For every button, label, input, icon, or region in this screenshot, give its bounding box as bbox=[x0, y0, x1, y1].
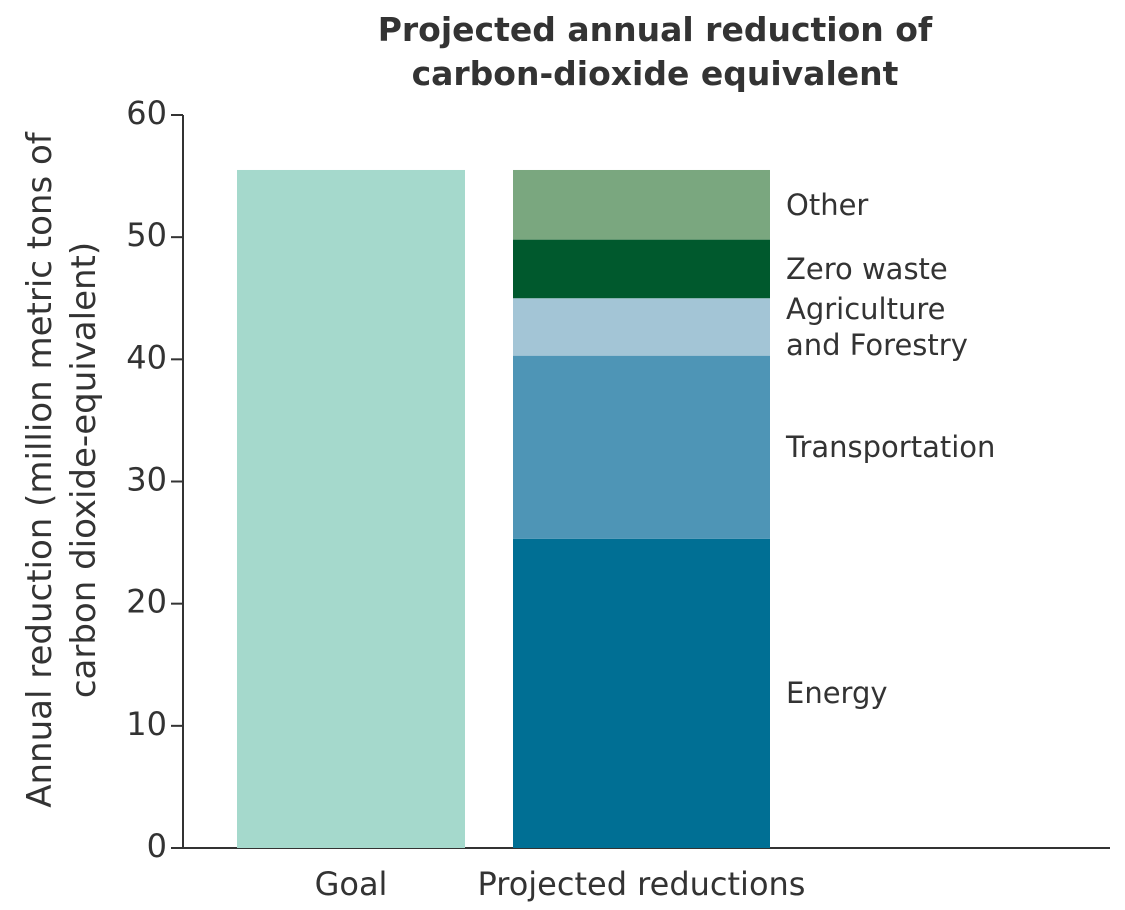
bar-segment bbox=[513, 298, 770, 356]
segment-label: Energy bbox=[786, 676, 888, 711]
y-tick-label: 50 bbox=[126, 216, 167, 254]
chart-title: Projected annual reduction of carbon-dio… bbox=[377, 10, 933, 93]
y-tick-label: 0 bbox=[147, 827, 167, 865]
segment-label: Transportation bbox=[786, 430, 996, 465]
bar-segment bbox=[237, 169, 465, 849]
x-tick-label: Goal bbox=[315, 865, 388, 903]
segment-label: Other bbox=[786, 187, 869, 222]
y-tick-label: 40 bbox=[126, 338, 167, 376]
segment-label: Zero waste bbox=[786, 251, 948, 286]
bar-segment bbox=[513, 538, 770, 848]
y-tick-label: 10 bbox=[126, 705, 167, 743]
y-tick-label: 30 bbox=[126, 461, 167, 499]
y-tick-label: 60 bbox=[126, 94, 167, 132]
bar-segment bbox=[513, 355, 770, 539]
segment-label: Agriculture and Forestry bbox=[786, 291, 968, 362]
x-tick-label: Projected reductions bbox=[478, 865, 806, 903]
y-tick-label: 20 bbox=[126, 583, 167, 621]
bar-segment bbox=[513, 169, 770, 240]
bar-segment bbox=[513, 239, 770, 299]
